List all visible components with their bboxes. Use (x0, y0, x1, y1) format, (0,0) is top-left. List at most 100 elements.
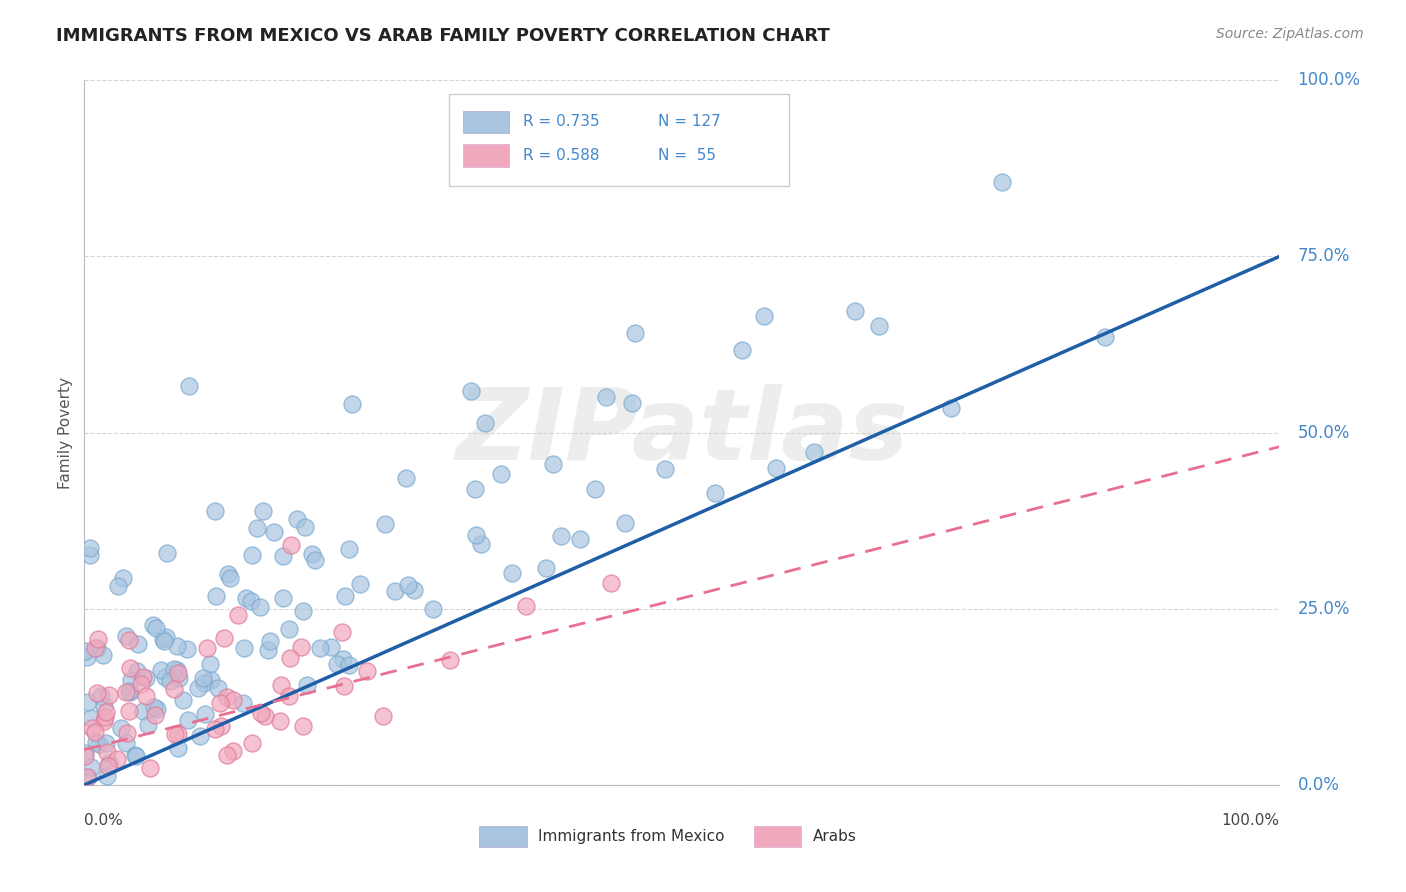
Point (167, 665, 190, 680)
Point (765, 460, 787, 475)
Point (301, 547, 323, 561)
Point (253, 709, 276, 723)
Point (155, 670, 177, 684)
Point (654, 462, 676, 476)
Point (218, 571, 240, 585)
Point (165, 726, 187, 740)
Point (326, 657, 349, 671)
Point (330, 625, 353, 640)
Point (194, 706, 217, 721)
Point (188, 729, 211, 743)
Point (94, 710, 117, 724)
Point (211, 719, 233, 733)
Point (120, 673, 142, 687)
Point (222, 744, 245, 758)
Point (166, 639, 188, 653)
Point (172, 693, 194, 707)
Point (501, 566, 523, 580)
Point (118, 704, 141, 718)
Point (167, 740, 190, 755)
Point (569, 532, 592, 546)
Point (470, 537, 492, 551)
Point (114, 685, 136, 699)
Point (583, 482, 606, 496)
Text: N = 127: N = 127 (658, 114, 721, 129)
Point (489, 467, 512, 481)
Point (337, 541, 360, 556)
Point (93, 714, 115, 728)
Point (135, 671, 157, 685)
Point (193, 676, 215, 690)
Text: Source: ZipAtlas.com: Source: ZipAtlas.com (1216, 27, 1364, 41)
Point (941, 401, 963, 415)
Point (209, 697, 232, 711)
Point (240, 548, 263, 562)
Point (83, 640, 105, 655)
Point (132, 670, 155, 684)
Point (869, 318, 891, 333)
Point (145, 621, 167, 635)
Point (87, 632, 110, 647)
Text: 0.0%: 0.0% (84, 814, 124, 828)
Point (269, 714, 291, 729)
Point (624, 326, 647, 340)
Point (290, 640, 312, 654)
Point (177, 379, 200, 393)
Point (142, 618, 165, 632)
Point (129, 677, 152, 691)
Point (333, 680, 356, 694)
Point (240, 593, 263, 607)
Point (340, 397, 363, 411)
Point (118, 633, 141, 648)
Point (200, 673, 222, 687)
FancyBboxPatch shape (449, 95, 790, 186)
Point (332, 652, 354, 666)
Point (142, 699, 165, 714)
Point (217, 690, 239, 704)
Text: 75.0%: 75.0% (1298, 247, 1350, 266)
Point (844, 303, 866, 318)
Point (333, 589, 356, 603)
Point (163, 682, 186, 697)
Point (204, 503, 226, 517)
Point (474, 416, 496, 430)
Point (240, 736, 263, 750)
Point (215, 747, 238, 762)
Point (150, 663, 173, 677)
Point (395, 471, 418, 485)
Point (222, 692, 245, 706)
Point (277, 622, 299, 636)
Point (990, 175, 1012, 189)
Point (96, 706, 118, 720)
Point (159, 673, 181, 688)
Point (278, 651, 301, 665)
Point (96, 736, 118, 750)
Point (731, 343, 754, 357)
Point (292, 604, 315, 618)
Point (167, 671, 190, 685)
Point (114, 629, 136, 643)
Point (79, 541, 101, 555)
Point (86, 641, 108, 656)
Point (205, 589, 228, 603)
Point (599, 575, 621, 590)
Point (541, 457, 564, 471)
Point (294, 520, 316, 534)
Point (204, 722, 226, 736)
Point (337, 658, 360, 673)
Point (83, 725, 105, 739)
Text: 100.0%: 100.0% (1298, 71, 1361, 89)
Point (162, 662, 184, 676)
Point (271, 591, 294, 605)
Point (91, 648, 114, 663)
Text: N =  55: N = 55 (658, 148, 716, 163)
FancyBboxPatch shape (754, 826, 801, 847)
Point (152, 632, 174, 646)
Point (252, 503, 274, 517)
FancyBboxPatch shape (463, 111, 509, 133)
Point (166, 727, 188, 741)
Point (439, 653, 461, 667)
Point (304, 553, 326, 567)
Point (105, 752, 128, 766)
Point (235, 591, 257, 606)
